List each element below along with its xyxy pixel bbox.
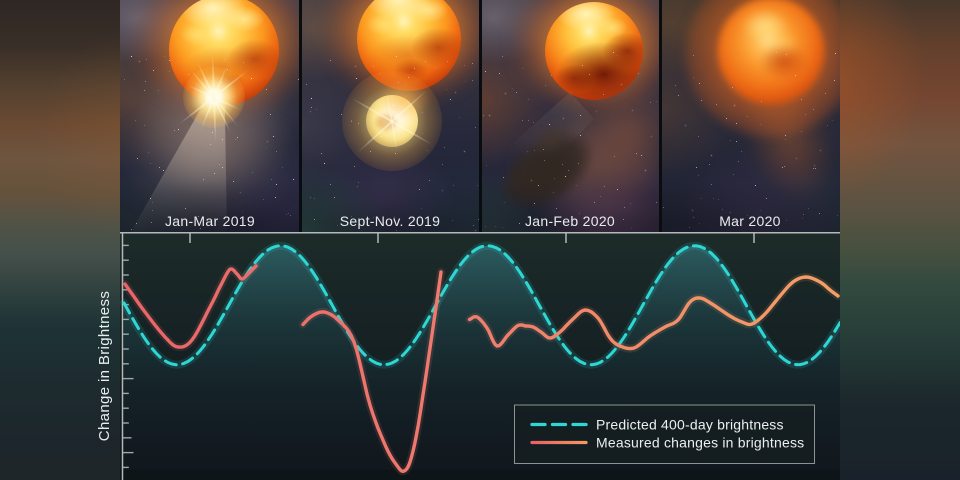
svg-text:Predicted 400-day brightness: Predicted 400-day brightness	[596, 417, 784, 433]
svg-text:Measured changes in brightness: Measured changes in brightness	[596, 435, 804, 451]
